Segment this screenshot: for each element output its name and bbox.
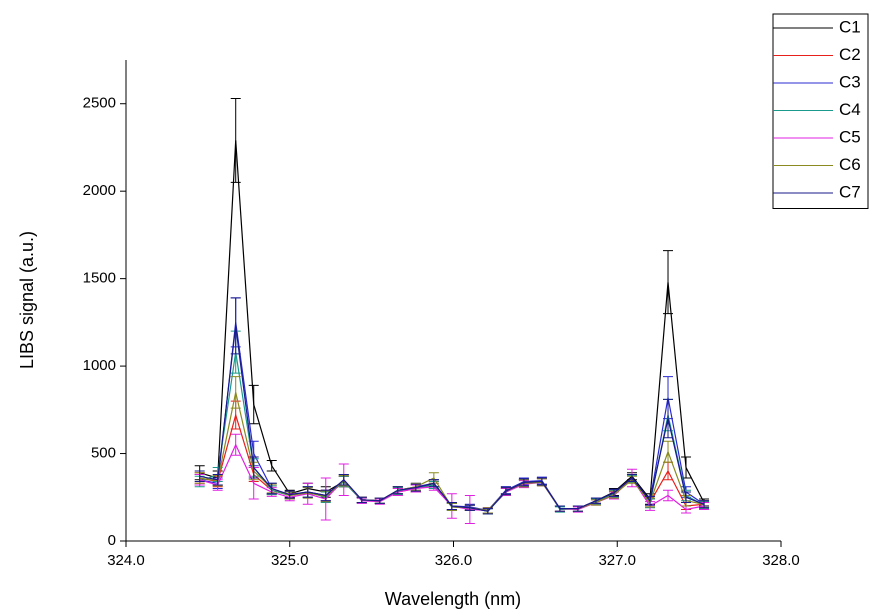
y-tick-label: 500 [91,445,116,462]
legend-label: C3 [839,72,861,91]
y-tick-label: 2000 [83,182,116,199]
y-tick-label: 0 [108,532,116,549]
x-axis-label: Wavelength (nm) [385,589,521,609]
y-tick-label: 2500 [83,95,116,112]
legend-label: C4 [839,100,861,119]
legend-label: C2 [839,45,861,64]
series-line [199,325,705,512]
x-tick-label: 325.0 [271,552,309,569]
legend-label: C1 [839,17,861,36]
x-tick-label: 326.0 [435,552,473,569]
y-tick-label: 1500 [83,270,116,287]
legend-label: C5 [839,127,861,146]
legend-label: C7 [839,182,861,201]
x-tick-label: 324.0 [107,552,145,569]
y-tick-label: 1000 [83,357,116,374]
series-line [199,140,705,512]
legend-box [772,13,869,209]
y-axis-label: LIBS signal (a.u.) [17,231,37,369]
x-tick-label: 327.0 [598,552,636,569]
legend-label: C6 [839,155,861,174]
x-tick-label: 328.0 [762,552,800,569]
